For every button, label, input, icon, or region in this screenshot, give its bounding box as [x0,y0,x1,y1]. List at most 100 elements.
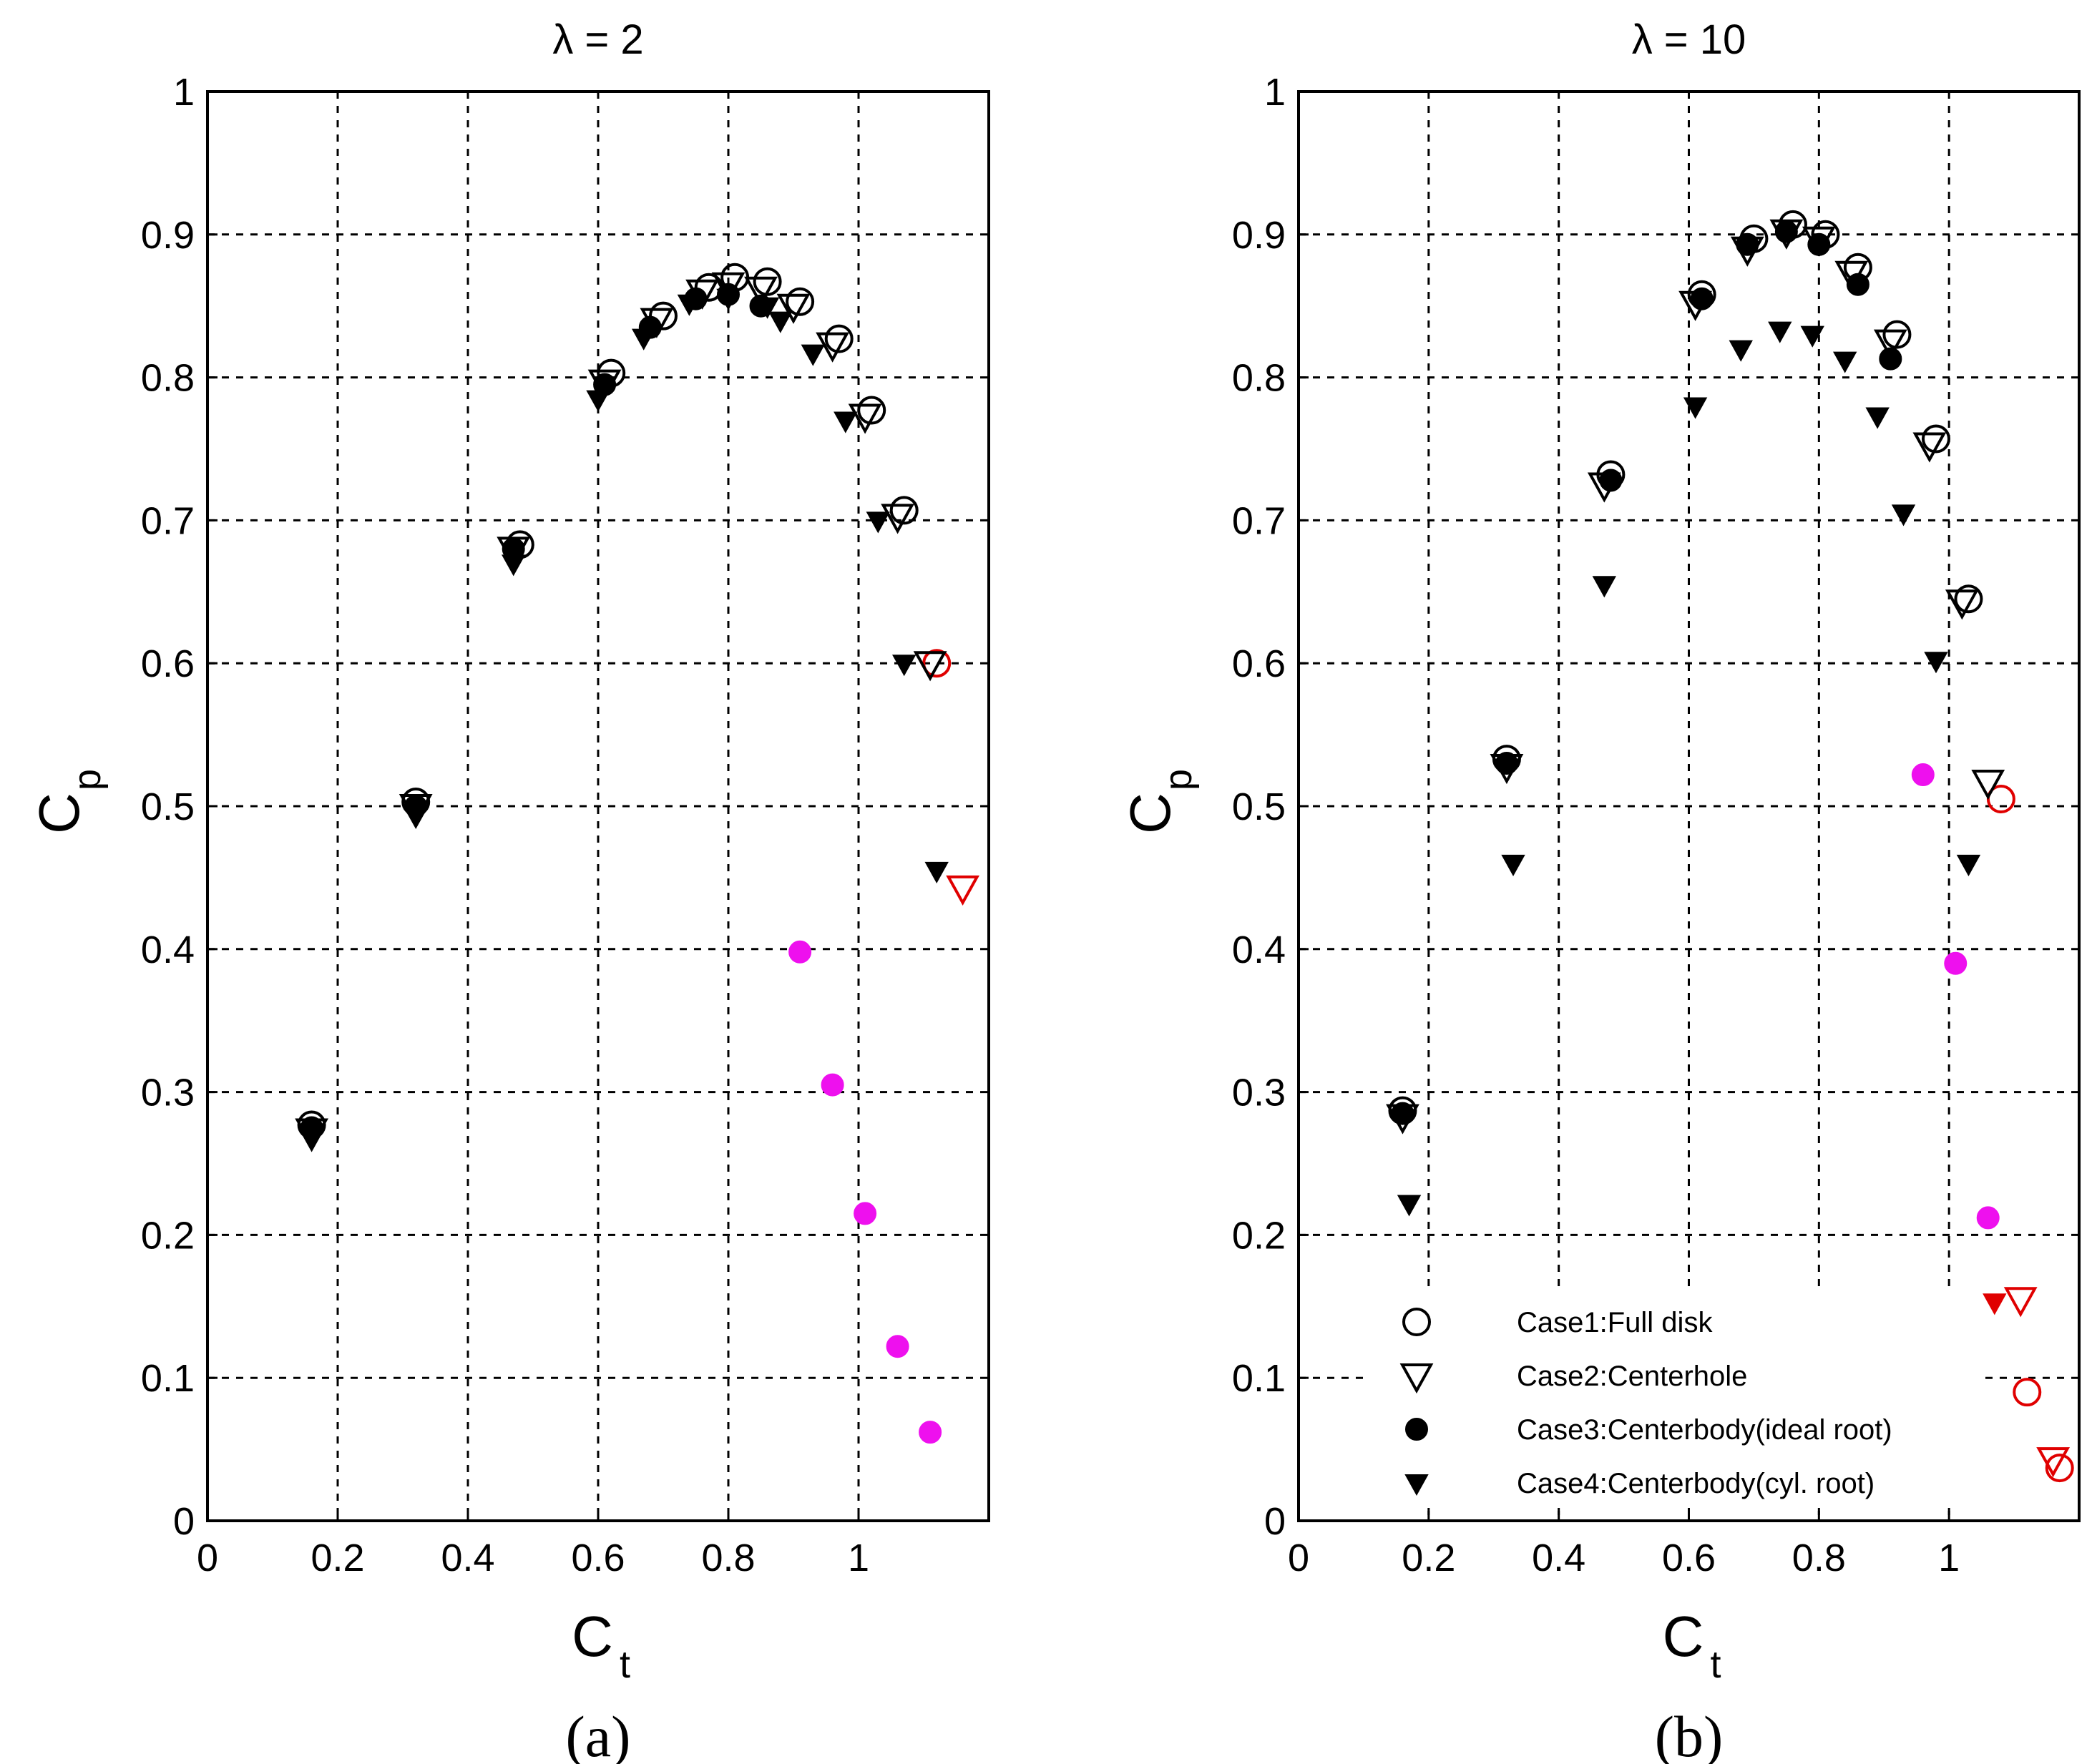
panel-a-xtick-label: 0.4 [441,1537,494,1579]
panel-a-ytick-label: 0.9 [141,214,195,257]
panel-a-series-4-point [677,294,702,316]
panel-a-series-4-point [834,411,858,433]
panel-a-ylabel-group: Cp [27,769,109,834]
panel-a-xtick-label: 0 [197,1537,218,1579]
panel-a-ytick-label: 0.7 [141,499,195,542]
panel-b-series-4-point [1924,652,1948,674]
legend-item: Case1:Full disk [1402,1307,1713,1338]
legend-marker [1402,1308,1431,1336]
panel-b-series-4 [1397,321,2007,1315]
panel-b-xlabel-sub: t [1711,1643,1721,1686]
panel-a-panel-label: (a) [565,1704,630,1764]
panel-a-xtick-label: 0.6 [571,1537,625,1579]
panel-a-title: λ = 2 [552,16,643,63]
legend-marker [1399,1363,1434,1394]
panel-a-series-3-point [919,1421,942,1444]
panel-a-ytick-label: 0.3 [141,1072,195,1114]
panel-a-ytick-label: 0 [173,1500,195,1543]
panel-b-series-3-point [1846,273,1869,296]
panel-b-series-4-point [1683,397,1708,419]
legend-label: Case2:Centerhole [1517,1361,1747,1392]
panel-a-series-4-point [632,328,656,351]
panel-b-ylabel-sub: p [1157,769,1200,790]
panel-b-series-4-point [1729,340,1753,362]
panel-b-ytick-label: 0.3 [1232,1072,1286,1114]
panel-a-xlabel-sub: t [620,1643,630,1686]
panel-a-series-4-point [586,390,610,412]
panel-a-series-1-point [857,396,886,425]
panel-a-series-1-point [889,496,919,525]
panel-a-series-4-point [768,311,793,333]
panel-a-ytick-label: 0.4 [141,928,195,971]
panel-b-series-3-point [1976,1206,2000,1230]
panel-b-series-3 [1391,220,2000,1230]
panel-a-series-3-point [854,1202,877,1225]
panel-a-xtick-label: 1 [848,1537,869,1579]
legend-item: Case4:Centerbody(cyl. root) [1404,1468,1875,1499]
panel-b-series-3-point [1495,752,1518,775]
panel-a-ytick-label: 0.5 [141,785,195,828]
panel-a-ytick-label: 0.2 [141,1214,195,1257]
panel-a-series-2-point [816,332,849,363]
panel-a-ylabel: C [27,793,91,834]
panel-b-series-2-point [1971,770,2005,800]
panel-b-xlabel: C [1663,1604,1704,1668]
panel-b-series-3-point [1774,220,1798,243]
panel-b-series-4-point [1592,576,1617,598]
panel-a-series-4 [299,288,949,1152]
panel-a-series-2-point [848,403,882,434]
panel-b-xtick-label: 0.2 [1402,1537,1455,1579]
panel-a-series-4-point [404,807,428,830]
panel-b-ytick-label: 0.2 [1232,1214,1286,1257]
legend-background [1367,1288,1982,1502]
panel-a-series-2-point [776,293,811,324]
panel-b-ytick-label: 0.6 [1232,642,1286,685]
panel-b-series-3-point [1879,347,1902,371]
panel-a-series-1-point [786,287,815,316]
panel-b-xtick-label: 0 [1288,1537,1309,1579]
panel-a-series-2-point [881,504,914,534]
panel-a-series-2-point [744,276,778,307]
panel-a-series-4-point [755,297,780,319]
panel-a-xlabel: C [572,1604,613,1668]
panel-a-series-4-point [716,288,740,310]
panel-a-series-3 [300,283,942,1444]
panel-a-series-3-point [788,940,812,964]
panel-b-xtick-label: 0.8 [1792,1537,1846,1579]
panel-a-series-3-point [886,1335,909,1358]
panel-b-series-1-point [2045,1454,2074,1483]
panel-a-ytick-label: 0.6 [141,642,195,685]
panel-b-series-4-point [1865,407,1890,429]
panel-b-ylabel-group: Cp [1118,769,1200,834]
panel-a-grid [207,92,989,1521]
panel-b-series-3-point [1944,951,1968,975]
panel-b-xtick-label: 0.6 [1662,1537,1716,1579]
legend: Case1:Full disk Case2:Centerhole Case3:Cen… [1367,1288,1982,1502]
panel-b-ytick-label: 0.5 [1232,785,1286,828]
panel-b-ylabel: C [1118,793,1182,834]
panel-b-ytick-label: 0.1 [1232,1357,1286,1400]
panel-a-xtick-label: 0.8 [701,1537,755,1579]
panel-b-series-1-point [1921,424,1950,454]
panel-a-series-4-point [892,655,917,677]
panel-a-series-3-point [821,1073,844,1097]
panel-a-chart: 0 0.2 0.4 0.6 0.8 1 0 0.1 0.2 0.3 0.4 0.5 0.6 0.7 0.8 0… [27,16,990,1764]
panel-b-series-3-point [1807,232,1831,256]
panel-a-series-1 [297,263,952,1140]
panel-b-series-3-point [1391,1102,1414,1125]
panel-a-series-4-point [866,511,890,534]
panel-a-data-points [295,263,979,1444]
panel-a-series-4-point [801,344,825,366]
legend-marker [1404,1474,1429,1496]
panel-b-panel-label: (b) [1655,1704,1724,1764]
panel-a-ytick-label: 0.8 [141,357,195,400]
panel-a-ytick-label: 1 [173,71,195,114]
panel-b-grid [1299,92,2079,1521]
legend-label: Case1:Full disk [1517,1307,1713,1338]
legend-item: Case2:Centerhole [1399,1361,1747,1394]
panel-b-title: λ = 10 [1632,16,1746,63]
panel-b-series-3-point [1690,287,1714,310]
panel-b-series-1-point [2013,1378,2042,1407]
panel-a-series-4-point [924,861,949,883]
